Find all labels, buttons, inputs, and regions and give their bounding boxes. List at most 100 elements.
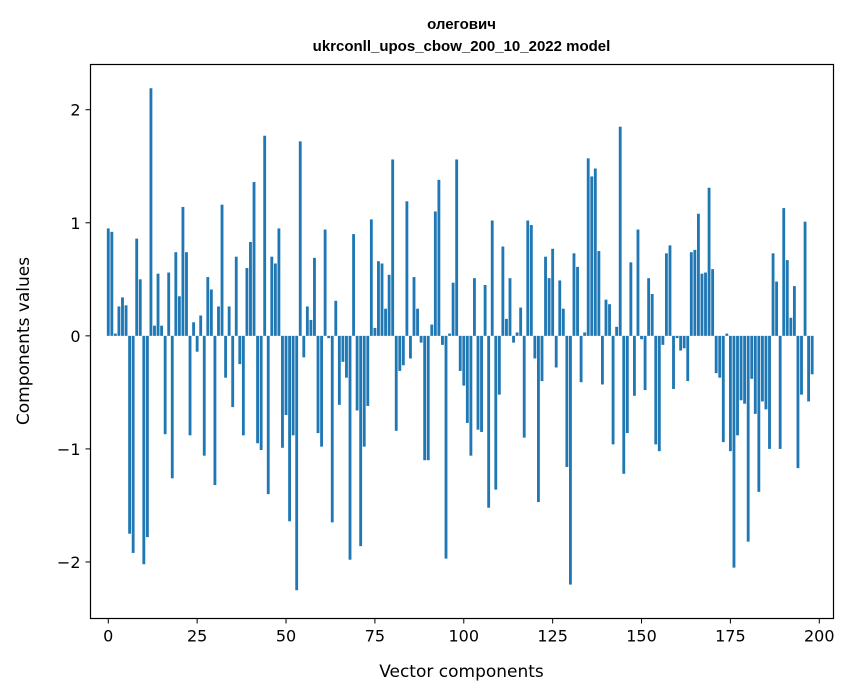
bar-193 [792,286,796,336]
bar-180 [746,335,750,542]
bar-91 [430,324,434,336]
bar-171 [714,335,718,374]
bar-169 [707,187,711,336]
bar-181 [750,335,754,379]
bar-61 [323,229,327,336]
bar-26 [199,315,203,336]
bar-105 [480,335,483,432]
bar-73 [366,335,370,406]
bar-18 [170,335,174,479]
bar-131 [572,253,576,336]
bar-54 [298,141,302,336]
bar-170 [711,269,715,336]
bar-114 [512,335,515,343]
bar-118 [526,220,530,336]
bar-92 [433,211,437,336]
bar-31 [217,306,220,336]
bar-2 [113,333,117,336]
bar-136 [590,176,594,336]
bar-196 [803,221,807,336]
bar-129 [565,335,569,467]
bar-174 [725,333,729,336]
bar-179 [743,335,747,404]
bar-4 [121,297,124,336]
bar-25 [195,335,199,352]
bar-8 [135,238,139,336]
bar-168 [704,272,707,336]
bar-76 [377,261,380,336]
bar-187 [771,253,775,336]
bar-109 [494,335,498,490]
bar-146 [625,335,629,434]
bar-192 [789,317,793,336]
x-tick-label: 125 [537,627,568,646]
bar-106 [483,284,487,336]
bar-130 [569,335,572,585]
bar-133 [579,335,583,383]
bar-72 [362,335,366,447]
bar-19 [174,252,178,336]
bar-175 [728,335,732,452]
bar-27 [202,335,206,456]
bar-96 [448,333,451,336]
bar-186 [768,335,771,449]
bar-60 [320,335,323,447]
bar-75 [373,327,377,336]
bar-51 [288,335,291,522]
x-tick-label: 25 [187,627,207,646]
bar-32 [220,204,224,336]
bar-57 [309,320,313,336]
bar-113 [508,278,512,336]
bar-20 [177,296,181,336]
bar-35 [231,335,235,408]
bar-163 [686,335,690,382]
bar-49 [281,335,284,448]
bar-101 [465,335,469,423]
bar-38 [241,335,245,436]
bar-102 [469,335,473,456]
x-tick-label: 75 [365,627,385,646]
bar-71 [359,335,363,547]
bar-64 [334,300,338,336]
bar-156 [661,335,665,345]
bar-139 [601,335,604,385]
bar-185 [764,335,768,410]
bar-151 [643,335,647,391]
bar-56 [305,306,309,336]
y-tick-label: 2 [70,101,80,120]
bar-88 [419,335,423,343]
bar-79 [387,274,391,336]
bar-108 [490,220,494,336]
bar-122 [540,335,544,382]
bar-39 [245,268,249,336]
bar-189 [778,335,782,449]
bar-7 [131,335,135,553]
bar-126 [554,335,558,368]
bar-17 [167,272,171,336]
bar-13 [153,325,156,336]
bar-198 [810,335,814,375]
y-axis-label: Components values [14,257,34,425]
bar-66 [341,335,345,362]
bar-155 [657,335,661,452]
bar-15 [160,325,164,336]
bar-21 [181,206,185,336]
bar-100 [462,335,466,386]
bar-123 [544,256,547,336]
bar-162 [682,335,686,349]
bar-65 [337,335,341,405]
bar-50 [284,335,288,415]
bar-184 [760,335,764,402]
bar-137 [593,168,597,336]
bar-119 [529,225,533,336]
bar-1 [110,231,114,336]
bar-120 [533,335,537,359]
bar-3 [117,306,121,336]
bar-33 [224,335,228,378]
bar-94 [441,335,444,345]
bar-116 [519,307,523,336]
bar-90 [426,335,430,461]
y-tick-label: −2 [57,553,81,572]
y-tick-label: 0 [70,327,80,346]
